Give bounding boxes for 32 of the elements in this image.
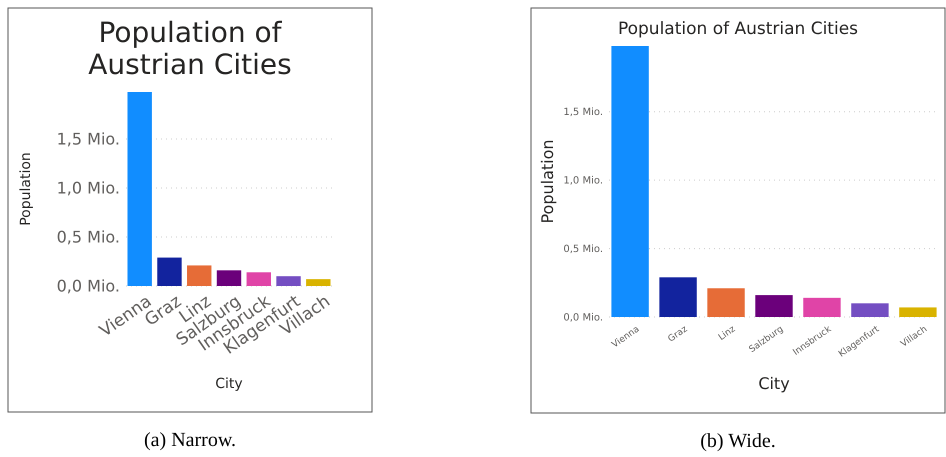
y-axis-title: Population (18, 152, 34, 226)
bar (611, 46, 649, 317)
bar (127, 92, 152, 286)
bar (755, 295, 793, 317)
y-tick-label: 0,5 Mio. (56, 228, 120, 247)
x-tick-label: Graz (666, 324, 690, 345)
x-axis-title: City (758, 374, 790, 393)
y-tick-label: 1,5 Mio. (563, 107, 603, 118)
bar (216, 270, 242, 286)
y-tick-label: 0,0 Mio. (563, 312, 603, 324)
chart-title: Population of Austrian Cities (88, 16, 292, 82)
text: (b) Wide. (700, 430, 776, 452)
x-axis-title: City (215, 376, 243, 392)
bar (276, 276, 301, 286)
bar (851, 303, 889, 317)
y-tick-label: 0,0 Mio. (56, 276, 120, 296)
y-axis-title: Population (538, 139, 557, 224)
y-tick-label: 1,5 Mio. (56, 130, 120, 149)
chart-title: Population of Austrian Cities (618, 19, 858, 39)
bar (899, 307, 937, 317)
bar (157, 258, 182, 286)
bar (246, 272, 271, 286)
bar (187, 265, 212, 286)
y-tick-label: 1,0 Mio. (563, 176, 603, 187)
bar (803, 298, 841, 317)
text: (a) Narrow. (144, 429, 236, 451)
y-tick-label: 1,0 Mio. (56, 178, 120, 198)
y-tick-label: 0,5 Mio. (563, 244, 603, 256)
bar (707, 288, 745, 317)
bar (659, 277, 697, 317)
bar (306, 279, 331, 286)
x-tick-label: Linz (716, 324, 738, 343)
